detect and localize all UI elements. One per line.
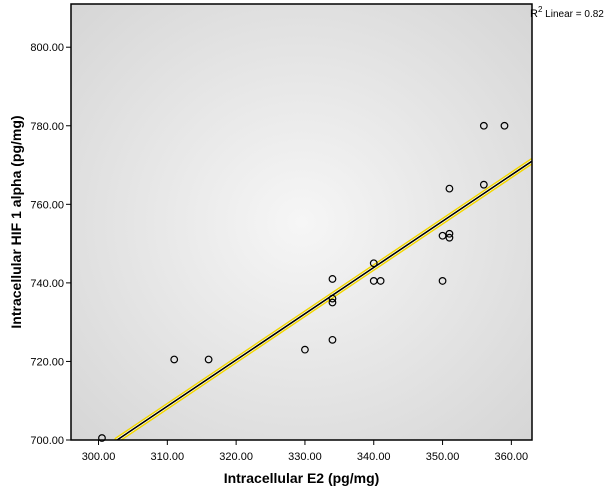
data-point xyxy=(445,233,454,242)
x-tick-label: 300.00 xyxy=(82,451,116,463)
data-point xyxy=(328,298,337,307)
x-tick-label: 310.00 xyxy=(151,451,185,463)
y-tick-label: 720.00 xyxy=(30,356,64,368)
data-point xyxy=(445,184,454,193)
y-tick-label: 740.00 xyxy=(30,278,64,290)
r2-label: R2 Linear = 0.82 xyxy=(530,5,604,20)
y-tick-label: 800.00 xyxy=(30,42,64,54)
y-tick-label: 700.00 xyxy=(30,435,64,447)
data-point xyxy=(479,121,488,130)
y-tick-label: 760.00 xyxy=(30,199,64,211)
x-tick-label: 340.00 xyxy=(357,451,391,463)
data-point xyxy=(204,355,213,364)
data-point xyxy=(328,335,337,344)
y-axis-title: Intracellular HIF 1 alpha (pg/mg) xyxy=(8,115,24,328)
x-tick-label: 350.00 xyxy=(426,451,460,463)
x-axis: 300.00 310.00 320.00 330.00 340.00 350.00 360.… xyxy=(82,440,528,463)
data-point xyxy=(328,294,337,303)
data-point xyxy=(479,180,488,189)
x-axis-title: Intracellular E2 (pg/mg) xyxy=(224,470,380,486)
r2-label-r: R xyxy=(530,8,538,20)
data-point xyxy=(98,434,106,442)
data-point xyxy=(500,121,509,130)
r2-label-text: Linear = 0.82 xyxy=(542,9,604,20)
data-points xyxy=(98,121,509,442)
x-tick-label: 320.00 xyxy=(219,451,253,463)
data-point xyxy=(369,259,378,268)
data-point xyxy=(328,275,337,283)
data-point xyxy=(438,277,447,285)
fit-line xyxy=(116,160,532,440)
fit-line-group xyxy=(114,158,532,440)
data-point xyxy=(170,355,179,364)
plot-area xyxy=(71,4,532,440)
data-point xyxy=(376,277,385,285)
data-point xyxy=(445,229,454,238)
data-point xyxy=(438,231,447,240)
y-tick-label: 780.00 xyxy=(30,121,64,133)
r2-label-sup: 2 xyxy=(538,5,543,14)
data-point xyxy=(301,345,309,354)
y-axis: 700.00 720.00 740.00 760.00 780.00 800.00 xyxy=(30,42,71,447)
x-tick-label: 360.00 xyxy=(495,451,529,463)
plot-frame xyxy=(70,3,533,441)
x-tick-label: 330.00 xyxy=(288,451,322,463)
